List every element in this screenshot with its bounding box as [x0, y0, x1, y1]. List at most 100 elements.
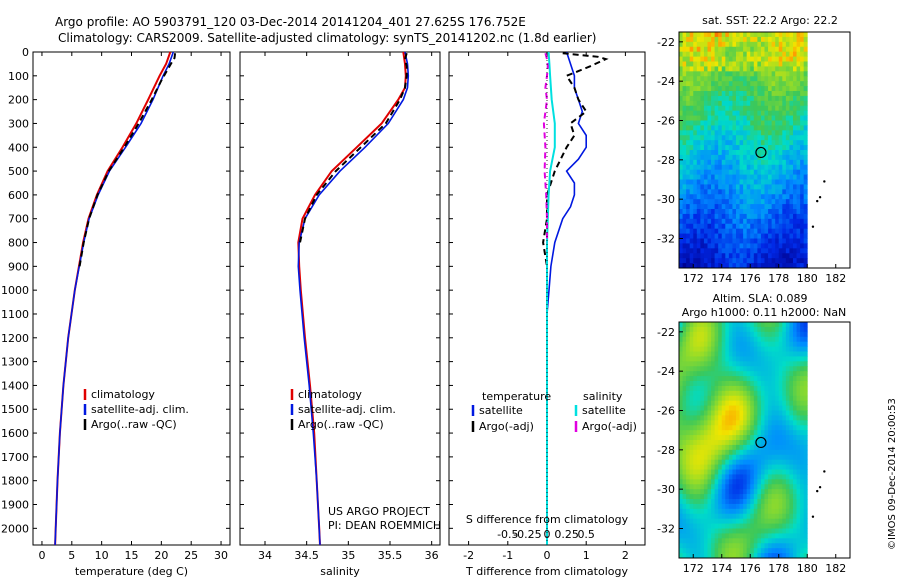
map-cell	[803, 400, 808, 406]
y-tick-label: 400	[8, 141, 29, 154]
map-cell	[700, 395, 705, 402]
map-cell	[689, 459, 694, 465]
map-cell	[796, 361, 801, 367]
map-cell	[679, 36, 683, 43]
map-cell	[714, 410, 719, 416]
map-cell	[732, 400, 737, 406]
map-cell	[721, 36, 726, 43]
map-cell	[778, 322, 783, 328]
map-cell	[696, 489, 701, 495]
map-cell	[778, 218, 783, 225]
map-cell	[707, 199, 712, 205]
map-cell	[728, 76, 733, 82]
map-cell	[728, 258, 733, 264]
map-cell	[796, 503, 801, 510]
map-cell	[778, 179, 783, 185]
map-cell	[732, 371, 737, 377]
map-cell	[750, 385, 755, 392]
map-cell	[775, 258, 780, 264]
map-cell	[718, 381, 723, 387]
map-cell	[721, 56, 726, 62]
map-cell	[679, 415, 683, 421]
map-cell	[714, 218, 719, 225]
map-cell	[760, 56, 765, 62]
map-cell	[743, 538, 748, 544]
map-cell	[736, 61, 740, 67]
map-cell	[696, 194, 701, 200]
map-cell	[793, 81, 797, 87]
map-cell	[703, 331, 708, 338]
map-cell	[689, 46, 694, 53]
map-cell	[771, 553, 776, 559]
map-cell	[793, 95, 797, 102]
map-cell	[753, 51, 758, 57]
map-cell	[803, 159, 808, 166]
map-cell	[707, 435, 712, 441]
map-cell	[707, 326, 712, 333]
map-cell	[800, 120, 805, 126]
map-cell	[725, 140, 730, 146]
map-cell	[736, 469, 740, 475]
map-cell	[696, 336, 701, 343]
map-cell	[707, 258, 712, 264]
map-cell	[707, 184, 712, 190]
map-cell	[800, 405, 805, 411]
map-cell	[800, 179, 805, 185]
map-cell	[693, 145, 698, 151]
map-cell	[746, 385, 751, 392]
map-cell	[718, 484, 723, 490]
map-cell	[700, 459, 705, 465]
map-cell	[753, 228, 758, 234]
x-tick-label: 172	[683, 562, 704, 575]
map-cell	[689, 371, 694, 377]
map-cell	[703, 430, 708, 436]
map-cell	[746, 430, 751, 436]
map-cell	[796, 381, 801, 387]
map-cell	[700, 449, 705, 456]
map-cell	[686, 61, 691, 67]
map-cell	[721, 140, 726, 146]
map-cell	[764, 444, 769, 451]
map-cell	[714, 508, 719, 515]
map-cell	[700, 420, 705, 426]
map-cell	[800, 71, 805, 77]
map-cell	[746, 400, 751, 406]
map-cell	[739, 381, 744, 387]
map-cell	[764, 263, 769, 269]
map-cell	[721, 95, 726, 102]
map-cell	[721, 253, 726, 259]
map-cell	[718, 346, 723, 352]
map-cell	[771, 474, 776, 480]
map-cell	[771, 444, 776, 451]
map-cell	[693, 248, 698, 254]
map-cell	[686, 430, 691, 436]
map-cell	[700, 32, 705, 38]
map-cell	[686, 528, 691, 534]
map-cell	[803, 484, 808, 490]
map-cell	[728, 41, 733, 48]
map-cell	[803, 51, 808, 57]
map-cell	[764, 479, 769, 485]
map-cell	[782, 326, 787, 333]
map-cell	[785, 159, 790, 166]
map-cell	[803, 351, 808, 357]
map-cell	[750, 233, 755, 239]
legend-label: satellite	[479, 404, 523, 417]
map-cell	[757, 179, 762, 185]
map-cell	[771, 130, 776, 136]
map-cell	[757, 76, 762, 82]
map-cell	[757, 533, 762, 539]
map-cell	[689, 331, 694, 338]
map-cell	[750, 86, 755, 92]
map-cell	[800, 479, 805, 485]
map-cell	[736, 159, 740, 166]
map-cell	[718, 209, 723, 215]
map-cell	[764, 164, 769, 171]
map-cell	[771, 115, 776, 121]
map-cell	[778, 474, 783, 480]
map-cell	[736, 464, 740, 470]
map-cell	[693, 435, 698, 441]
map-cell	[679, 553, 683, 559]
map-cell	[785, 105, 790, 112]
map-cell	[689, 425, 694, 431]
